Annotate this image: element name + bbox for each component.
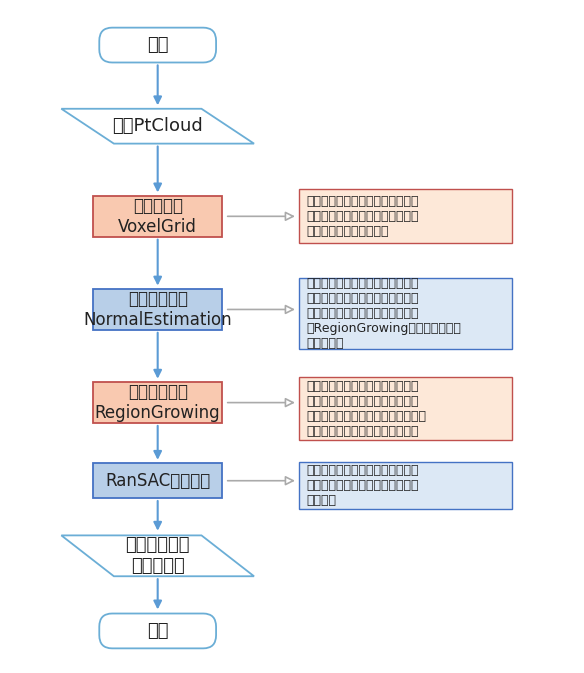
Text: 将曲率最小的若干点作为种子，进
行生长聚类，聚类的结果是满足曲
率几何平滑阈值的若干个比较平的点
云块。作为平面分割算法应用广泛: 将曲率最小的若干点作为种子，进 行生长聚类，聚类的结果是满足曲 率几何平滑阈值的… [306, 380, 426, 437]
Text: 开始: 开始 [147, 36, 168, 54]
Polygon shape [61, 109, 254, 143]
Text: RanSAC拟合平面: RanSAC拟合平面 [105, 472, 210, 490]
FancyBboxPatch shape [99, 28, 216, 63]
Text: 法线作为低层次的点云局部描述子
具备通用性，计算复杂度低，作为
后续处理的前置步骤应用广泛，比
如RegionGrowing中的法线夹角阈
值就会用到: 法线作为低层次的点云局部描述子 具备通用性，计算复杂度低，作为 后续处理的前置步… [306, 277, 461, 350]
Text: 开始: 开始 [147, 622, 168, 640]
Bar [93, 463, 222, 498]
Bar [299, 462, 512, 509]
Text: 点云法线估计
NormalEstimation: 点云法线估计 NormalEstimation [84, 290, 232, 329]
Text: 输入PtCloud: 输入PtCloud [112, 117, 203, 135]
Bar [93, 382, 222, 423]
Text: 点云聚类分割
RegionGrowing: 点云聚类分割 RegionGrowing [95, 383, 221, 422]
Text: 通过下采样的方式，使得点云的规
模降低，而整体的几何及拓扑特性
描述精度不发生明显降低: 通过下采样的方式，使得点云的规 模降低，而整体的几何及拓扑特性 描述精度不发生明… [306, 194, 419, 238]
Polygon shape [61, 536, 254, 576]
Text: 随机采样一致性迭代算法，在拟合
的同时降噪，缺点在于算法复杂性
是随机的: 随机采样一致性迭代算法，在拟合 的同时降噪，缺点在于算法复杂性 是随机的 [306, 464, 419, 507]
Bar [93, 289, 222, 330]
Bar [299, 278, 512, 349]
Bar [299, 189, 512, 244]
Bar [93, 196, 222, 237]
Text: 输出平面方式
及平面内点: 输出平面方式 及平面内点 [126, 536, 190, 575]
Bar [299, 377, 512, 440]
FancyBboxPatch shape [99, 614, 216, 648]
Text: 点云下采样
VoxelGrid: 点云下采样 VoxelGrid [118, 197, 197, 236]
